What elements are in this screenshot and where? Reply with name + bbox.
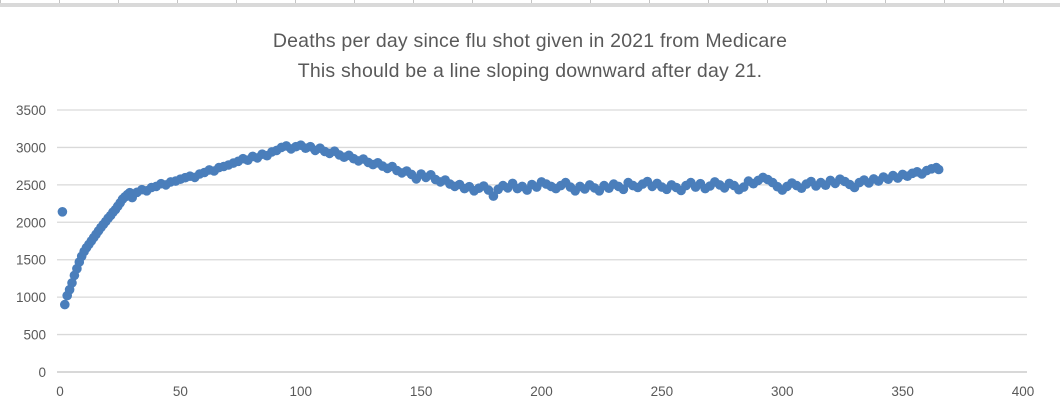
spreadsheet-column-ticks [0,0,1060,3]
scatter-series [57,140,944,310]
y-tick-label: 3000 [16,140,46,155]
y-tick-label: 2000 [16,215,46,230]
chart-title: Deaths per day since flu shot given in 2… [0,26,1060,86]
scatter-point [67,278,77,288]
x-tick-label: 400 [1012,384,1035,399]
x-axis-labels: 0 50 100 150 200 250 300 350 400 [56,384,1034,399]
scatter-point [488,191,499,201]
y-tick-label: 500 [23,328,46,343]
y-tick-label: 0 [38,365,46,380]
y-tick-label: 1500 [16,253,46,268]
x-tick-label: 50 [173,384,188,399]
scatter-point [60,299,70,310]
x-tick-label: 150 [410,384,433,399]
y-axis-labels: 0 500 1000 1500 2000 2500 3000 3500 [16,103,46,380]
scatter-point [57,207,68,217]
spreadsheet-edge [0,0,1060,7]
x-tick-label: 200 [530,384,553,399]
y-tick-label: 3500 [16,103,46,118]
x-tick-label: 350 [891,384,914,399]
y-tick-label: 1000 [16,290,46,305]
chart-title-line1: Deaths per day since flu shot given in 2… [272,30,788,52]
scatter-point [933,164,944,175]
scatter-point [618,184,629,195]
x-tick-label: 0 [56,384,64,399]
gridline-group [57,109,1027,373]
x-tick-label: 250 [651,384,674,399]
x-tick-label: 300 [771,384,794,399]
y-tick-label: 2500 [16,178,46,193]
spreadsheet-edge-bar [0,3,1060,7]
x-tick-label: 100 [289,384,312,399]
chart-title-line2: This should be a line sloping downward a… [297,60,763,82]
